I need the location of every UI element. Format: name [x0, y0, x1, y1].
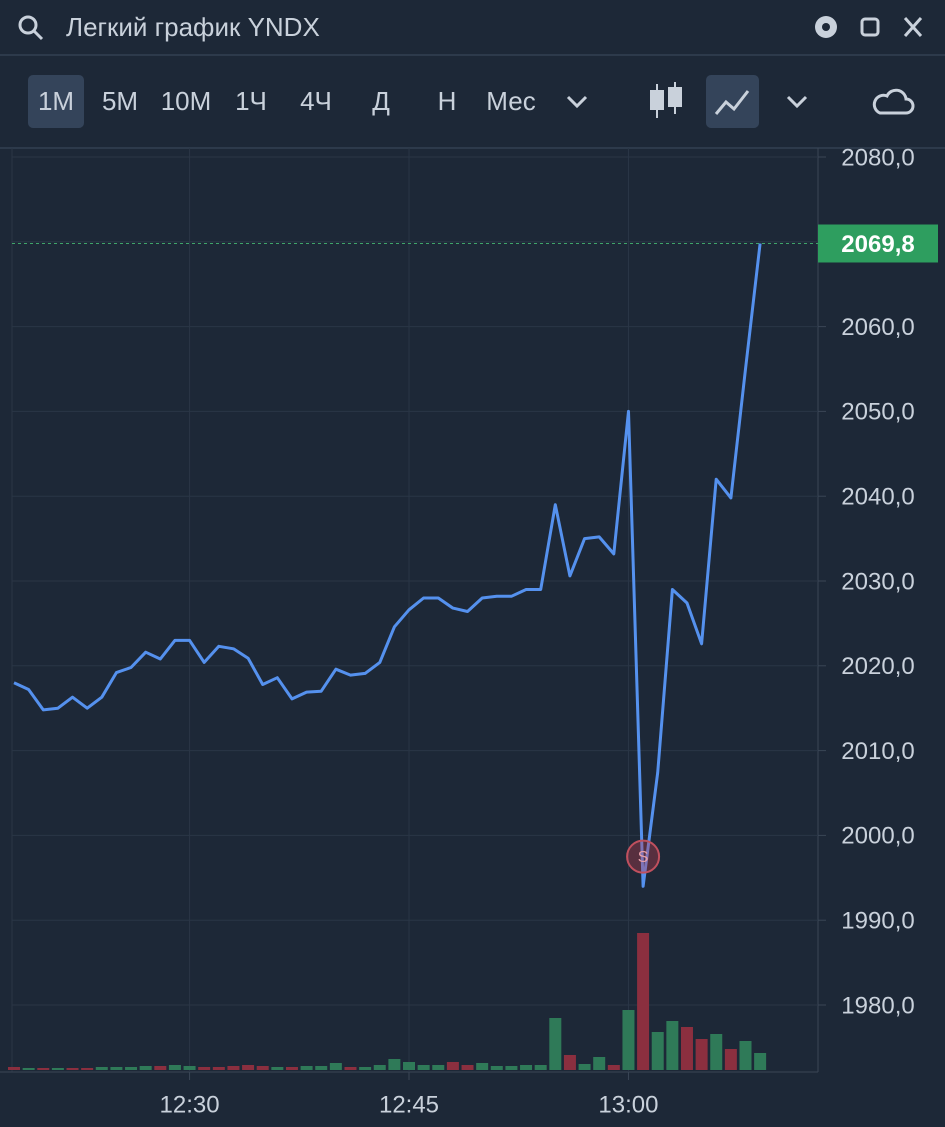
toolbar: 1М 5М 10М 1Ч 4Ч Д Н Мес	[28, 75, 536, 128]
volume-bar	[476, 1063, 489, 1070]
volume-bar	[607, 1065, 620, 1070]
y-tick-label: 2040,0	[841, 484, 914, 511]
volume-bar	[110, 1067, 123, 1070]
volume-bar	[461, 1065, 474, 1070]
volume-bar	[637, 933, 650, 1070]
more-timeframes[interactable]	[566, 95, 588, 109]
volume-bar	[344, 1067, 357, 1070]
volume-bar	[651, 1032, 664, 1070]
volume-bar	[198, 1067, 211, 1070]
volume-bar	[520, 1065, 533, 1070]
y-tick-label: 2020,0	[841, 653, 914, 680]
timeframe-button[interactable]: Мес	[486, 86, 535, 116]
line-mode-button[interactable]	[706, 75, 759, 128]
volume-bar	[37, 1068, 50, 1070]
volume-bar	[329, 1063, 342, 1070]
y-tick-label: 2030,0	[841, 568, 914, 595]
x-tick-label: 12:45	[379, 1091, 439, 1118]
volume-bar	[51, 1068, 64, 1070]
volume-bar	[534, 1065, 547, 1070]
volume-bar	[578, 1064, 591, 1070]
y-tick-label: 2010,0	[841, 738, 914, 765]
volume-bar	[505, 1066, 518, 1070]
volume-bar	[388, 1059, 401, 1070]
volume-bar	[168, 1065, 181, 1070]
volume-bar	[227, 1066, 240, 1070]
title: Легкий график YNDX	[66, 12, 320, 42]
volume-bar	[417, 1065, 430, 1070]
y-tick-label: 1980,0	[841, 992, 914, 1019]
volume-bar	[212, 1067, 225, 1070]
volume-bar	[125, 1067, 138, 1070]
line-icon	[714, 90, 750, 115]
price-line	[13, 243, 762, 888]
volume-bar	[754, 1053, 767, 1070]
volume-bar	[563, 1055, 576, 1070]
volume-bar	[81, 1068, 94, 1070]
volume-bar	[680, 1027, 693, 1070]
timeframe-button[interactable]: 1Ч	[235, 86, 267, 116]
candles-icon[interactable]	[650, 82, 682, 118]
volume-bar	[300, 1066, 313, 1070]
volume-bar	[593, 1057, 606, 1070]
cloud-icon[interactable]	[872, 88, 915, 115]
volume-bar	[549, 1018, 562, 1070]
volume-bar	[432, 1065, 445, 1070]
timeframe-button[interactable]: 1М	[38, 86, 74, 116]
y-tick-label: 2000,0	[841, 823, 914, 850]
volume-bar	[256, 1066, 269, 1070]
volume-bar	[8, 1067, 20, 1070]
volume-bar	[285, 1067, 298, 1070]
volume-bar	[739, 1041, 752, 1070]
search-icon[interactable]	[18, 15, 44, 41]
volume-bar	[724, 1049, 737, 1070]
timeframe-button[interactable]: 4Ч	[300, 86, 332, 116]
volume-bar	[403, 1062, 416, 1070]
y-tick-label: 2050,0	[841, 399, 914, 426]
volume-bar	[66, 1068, 79, 1070]
timeframe-button[interactable]: 10М	[161, 86, 212, 116]
volume-bar	[666, 1021, 679, 1070]
volume-bar	[695, 1039, 708, 1070]
chart-type-menu[interactable]	[786, 95, 808, 109]
volume-bar	[271, 1067, 284, 1070]
last-price-box	[818, 224, 938, 263]
y-tick-label: 2080,0	[841, 144, 914, 171]
x-tick-label: 12:30	[160, 1091, 220, 1118]
volume-bar	[139, 1066, 152, 1070]
last-price-label: 2069,8	[841, 231, 914, 258]
timeframe-button[interactable]: Д	[372, 86, 390, 116]
volume-bar	[95, 1067, 108, 1070]
close-icon[interactable]	[903, 17, 923, 37]
volume-bar	[622, 1010, 635, 1070]
sell-marker-label: S	[638, 849, 649, 866]
volume-bar	[242, 1065, 255, 1070]
timeframe-button[interactable]: Н	[438, 86, 457, 116]
volume-bar	[154, 1066, 167, 1070]
x-tick-label: 13:00	[598, 1091, 658, 1118]
volume-bar	[315, 1066, 328, 1070]
sell-marker[interactable]	[626, 839, 661, 874]
volume-bar	[22, 1068, 35, 1070]
volume-bar	[710, 1034, 723, 1070]
y-tick-label: 2060,0	[841, 314, 914, 341]
timeframe-button[interactable]: 5М	[102, 86, 138, 116]
volume-bar	[446, 1062, 459, 1070]
volume-bar	[183, 1066, 196, 1070]
plot: 1980,0 1990,0 2000,0 2010,0 2020,0 2030,0 2040…	[8, 144, 938, 1118]
volume-bar	[359, 1067, 372, 1070]
maximize-icon[interactable]	[860, 17, 880, 37]
y-tick-label: 1990,0	[841, 908, 914, 935]
settings-icon[interactable]	[815, 16, 837, 38]
active-timeframe-bg	[28, 75, 84, 128]
volume-bar	[490, 1066, 503, 1070]
volume-bar	[373, 1065, 386, 1070]
